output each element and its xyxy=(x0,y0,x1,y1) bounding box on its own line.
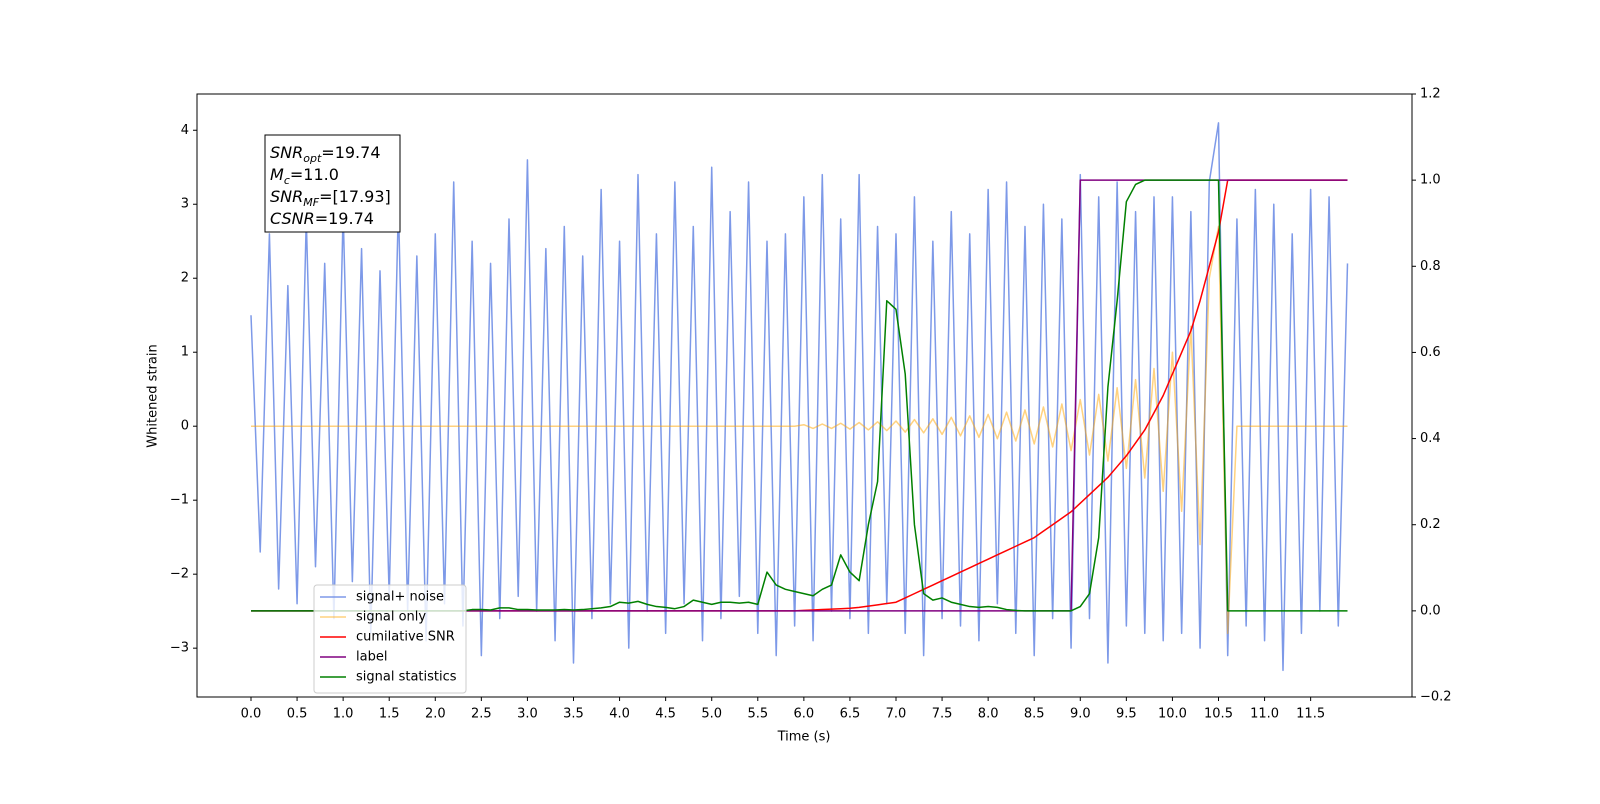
y2-tick-label: 1.2 xyxy=(1420,87,1441,102)
x-tick-label: 5.5 xyxy=(747,707,768,722)
x-tick-label: 4.5 xyxy=(655,707,676,722)
y-tick-label: 2 xyxy=(181,271,189,286)
x-tick-label: 10.5 xyxy=(1204,707,1233,722)
x-tick-label: 0.0 xyxy=(241,707,262,722)
y-tick-label: −1 xyxy=(170,493,189,508)
legend: signal+ noise signal only cumilative SNR la… xyxy=(313,584,467,694)
y2-tick-label: 0.2 xyxy=(1420,517,1441,532)
y-tick-label: −2 xyxy=(170,567,189,582)
y2-tick-label: 0.6 xyxy=(1420,345,1441,360)
x-tick-label: 1.0 xyxy=(333,707,354,722)
legend-label: cumilative SNR xyxy=(356,630,455,645)
series-line xyxy=(251,225,1348,635)
annotation-symbol: SNR xyxy=(270,187,303,206)
annotation-symbol: CSNR xyxy=(270,209,315,228)
y-tick-label: −3 xyxy=(170,641,189,656)
x-tick-label: 8.0 xyxy=(978,707,999,722)
annotation: SNRopt=19.74Mc=11.0SNRMF=[17.93]CSNR=19.… xyxy=(264,134,401,233)
annotation-line: CSNR=19.74 xyxy=(270,209,374,228)
x-tick-label: 11.0 xyxy=(1250,707,1279,722)
x-tick-label: 2.0 xyxy=(425,707,446,722)
x-tick-label: 0.5 xyxy=(287,707,308,722)
annotation-subscript: MF xyxy=(303,196,319,209)
x-tick-label: 10.0 xyxy=(1158,707,1187,722)
annotation-line: SNRMF=[17.93] xyxy=(270,187,391,209)
x-tick-label: 6.5 xyxy=(840,707,861,722)
annotation-subscript: c xyxy=(284,174,290,187)
series-line xyxy=(250,122,1349,672)
legend-label: label xyxy=(356,650,387,665)
x-tick-label: 7.0 xyxy=(886,707,907,722)
x-axis-label: Time (s) xyxy=(777,730,831,745)
annotation-line: Mc=11.0 xyxy=(270,165,339,187)
annotation-symbol: M xyxy=(270,165,284,184)
y2-tick-label: 1.0 xyxy=(1420,173,1441,188)
annotation-symbol: SNR xyxy=(270,143,303,162)
x-tick-label: 3.5 xyxy=(563,707,584,722)
annotation-value: =[17.93] xyxy=(319,187,391,206)
y-tick-label: 1 xyxy=(181,345,189,360)
x-tick-label: 9.5 xyxy=(1116,707,1137,722)
annotation-line: SNRopt=19.74 xyxy=(270,143,381,165)
y-tick-label: 4 xyxy=(181,123,189,138)
x-tick-label: 3.0 xyxy=(517,707,538,722)
x-tick-label: 5.0 xyxy=(701,707,722,722)
annotation-subscript: opt xyxy=(303,152,322,165)
annotation-value: =11.0 xyxy=(290,165,339,184)
legend-label: signal+ noise xyxy=(356,590,444,605)
x-tick-label: 9.0 xyxy=(1070,707,1091,722)
x-tick-label: 2.5 xyxy=(471,707,492,722)
x-tick-label: 1.5 xyxy=(379,707,400,722)
y2-tick-label: −0.2 xyxy=(1420,690,1452,705)
annotation-box xyxy=(264,134,401,233)
legend-label: signal statistics xyxy=(356,670,457,685)
y2-tick-label: 0.4 xyxy=(1420,431,1441,446)
x-tick-label: 6.0 xyxy=(794,707,815,722)
y-tick-label: 3 xyxy=(181,197,189,212)
plot-frame xyxy=(196,93,1413,698)
y-tick-label: 0 xyxy=(181,419,189,434)
legend-box xyxy=(313,584,467,694)
x-tick-label: 8.5 xyxy=(1024,707,1045,722)
y2-tick-label: 0.0 xyxy=(1420,603,1441,618)
x-tick-label: 11.5 xyxy=(1296,707,1325,722)
x-tick-label: 7.5 xyxy=(932,707,953,722)
annotation-value: =19.74 xyxy=(321,143,380,162)
annotation-value: =19.74 xyxy=(315,209,374,228)
y-axis-label: Whitened strain xyxy=(146,344,161,447)
legend-label: signal only xyxy=(356,610,426,625)
y2-tick-label: 0.8 xyxy=(1420,259,1441,274)
x-tick-label: 4.0 xyxy=(609,707,630,722)
